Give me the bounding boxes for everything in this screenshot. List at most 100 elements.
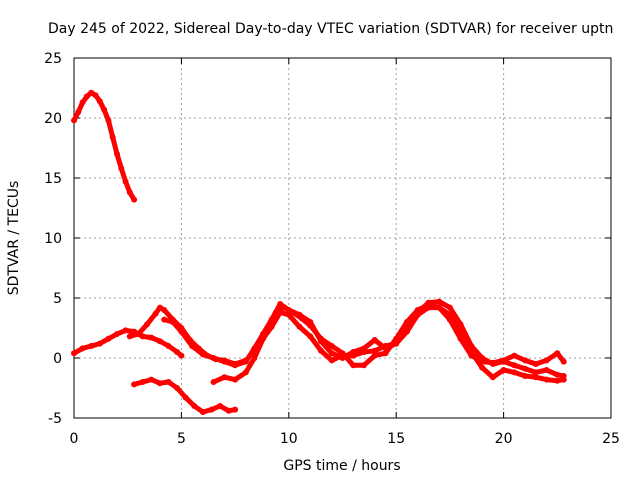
data-point bbox=[522, 365, 529, 372]
data-point bbox=[174, 349, 181, 355]
data-point bbox=[350, 352, 357, 359]
data-point bbox=[277, 301, 284, 307]
y-tick-label: -5 bbox=[48, 411, 62, 427]
data-point bbox=[165, 379, 172, 385]
data-point bbox=[532, 369, 539, 376]
data-point bbox=[436, 298, 443, 305]
data-point bbox=[174, 385, 181, 391]
data-point bbox=[156, 338, 163, 345]
data-point bbox=[126, 189, 133, 196]
data-point bbox=[500, 357, 507, 364]
data-point bbox=[199, 351, 206, 358]
data-point bbox=[242, 369, 249, 376]
data-point bbox=[148, 376, 155, 383]
data-point bbox=[296, 323, 303, 330]
data-point bbox=[225, 407, 232, 414]
data-point bbox=[414, 307, 421, 313]
data-point bbox=[522, 373, 529, 379]
x-axis-label: GPS time / hours bbox=[283, 458, 400, 474]
data-point bbox=[532, 374, 539, 381]
data-point bbox=[83, 93, 90, 100]
data-point bbox=[511, 369, 518, 376]
data-point bbox=[339, 350, 346, 357]
data-point bbox=[182, 394, 189, 401]
data-point bbox=[436, 304, 443, 311]
data-point bbox=[221, 358, 228, 365]
data-point bbox=[281, 304, 288, 311]
data-point bbox=[532, 361, 539, 367]
data-point bbox=[489, 359, 496, 366]
data-point bbox=[96, 98, 103, 105]
data-point bbox=[114, 331, 120, 337]
axis-ticks bbox=[73, 57, 612, 419]
data-point bbox=[118, 165, 125, 172]
y-tick-label: 25 bbox=[44, 51, 62, 67]
data-point bbox=[210, 355, 217, 361]
data-point bbox=[382, 350, 389, 357]
data-point bbox=[298, 315, 305, 322]
data-point bbox=[251, 355, 258, 361]
x-tick-label: 5 bbox=[177, 431, 186, 447]
data-point bbox=[307, 333, 314, 340]
data-point bbox=[511, 362, 518, 369]
data-point bbox=[328, 357, 335, 364]
data-point bbox=[272, 309, 279, 316]
data-point bbox=[328, 350, 335, 357]
data-point bbox=[560, 376, 567, 383]
data-point bbox=[554, 371, 561, 378]
data-point bbox=[122, 178, 129, 185]
series-segment-b bbox=[71, 327, 184, 359]
data-point bbox=[457, 321, 464, 328]
data-point bbox=[71, 117, 77, 124]
data-point bbox=[328, 343, 335, 349]
data-point bbox=[543, 376, 550, 383]
data-point bbox=[290, 309, 297, 316]
y-tick-label: 15 bbox=[44, 171, 62, 187]
data-point bbox=[543, 357, 550, 364]
data-point bbox=[221, 374, 228, 381]
data-point bbox=[457, 335, 464, 342]
data-point bbox=[131, 196, 138, 203]
data-point bbox=[217, 403, 224, 409]
data-point bbox=[169, 319, 176, 325]
y-tick-label: 10 bbox=[44, 231, 62, 247]
data-point bbox=[318, 335, 324, 342]
data-point bbox=[425, 302, 432, 309]
data-point bbox=[88, 343, 95, 349]
chart-title: Day 245 of 2022, Sidereal Day-to-day VTE… bbox=[48, 21, 613, 37]
data-point bbox=[446, 304, 453, 311]
x-tick-label: 20 bbox=[495, 431, 513, 447]
data-point bbox=[199, 409, 206, 415]
data-point bbox=[105, 335, 112, 342]
data-point bbox=[361, 362, 367, 369]
data-point bbox=[371, 347, 378, 354]
data-point bbox=[109, 134, 116, 141]
data-point bbox=[554, 350, 561, 357]
data-point bbox=[371, 337, 378, 343]
data-point bbox=[148, 334, 155, 341]
data-point bbox=[403, 328, 410, 335]
data-point bbox=[208, 406, 215, 413]
data-point bbox=[242, 358, 249, 365]
data-point bbox=[96, 340, 103, 347]
data-point bbox=[318, 347, 324, 354]
data-point bbox=[446, 316, 453, 323]
y-axis-label: SDTVAR / TECUs bbox=[6, 181, 22, 296]
data-point bbox=[232, 362, 239, 369]
data-point bbox=[79, 345, 86, 352]
data-point bbox=[307, 322, 314, 329]
data-point bbox=[79, 99, 86, 106]
data-point bbox=[75, 109, 82, 115]
data-point bbox=[178, 328, 185, 335]
data-point bbox=[92, 92, 99, 99]
data-point bbox=[560, 358, 567, 365]
tick-labels: 0 5 10 15 20 25 -5 0 5 10 15 20 25 bbox=[44, 51, 620, 447]
data-point bbox=[393, 335, 400, 342]
data-point bbox=[144, 321, 150, 328]
data-point bbox=[139, 379, 146, 385]
data-point bbox=[260, 335, 266, 342]
data-point bbox=[479, 364, 486, 371]
data-point bbox=[126, 333, 133, 340]
data-point bbox=[468, 352, 475, 359]
data-point bbox=[361, 349, 367, 355]
